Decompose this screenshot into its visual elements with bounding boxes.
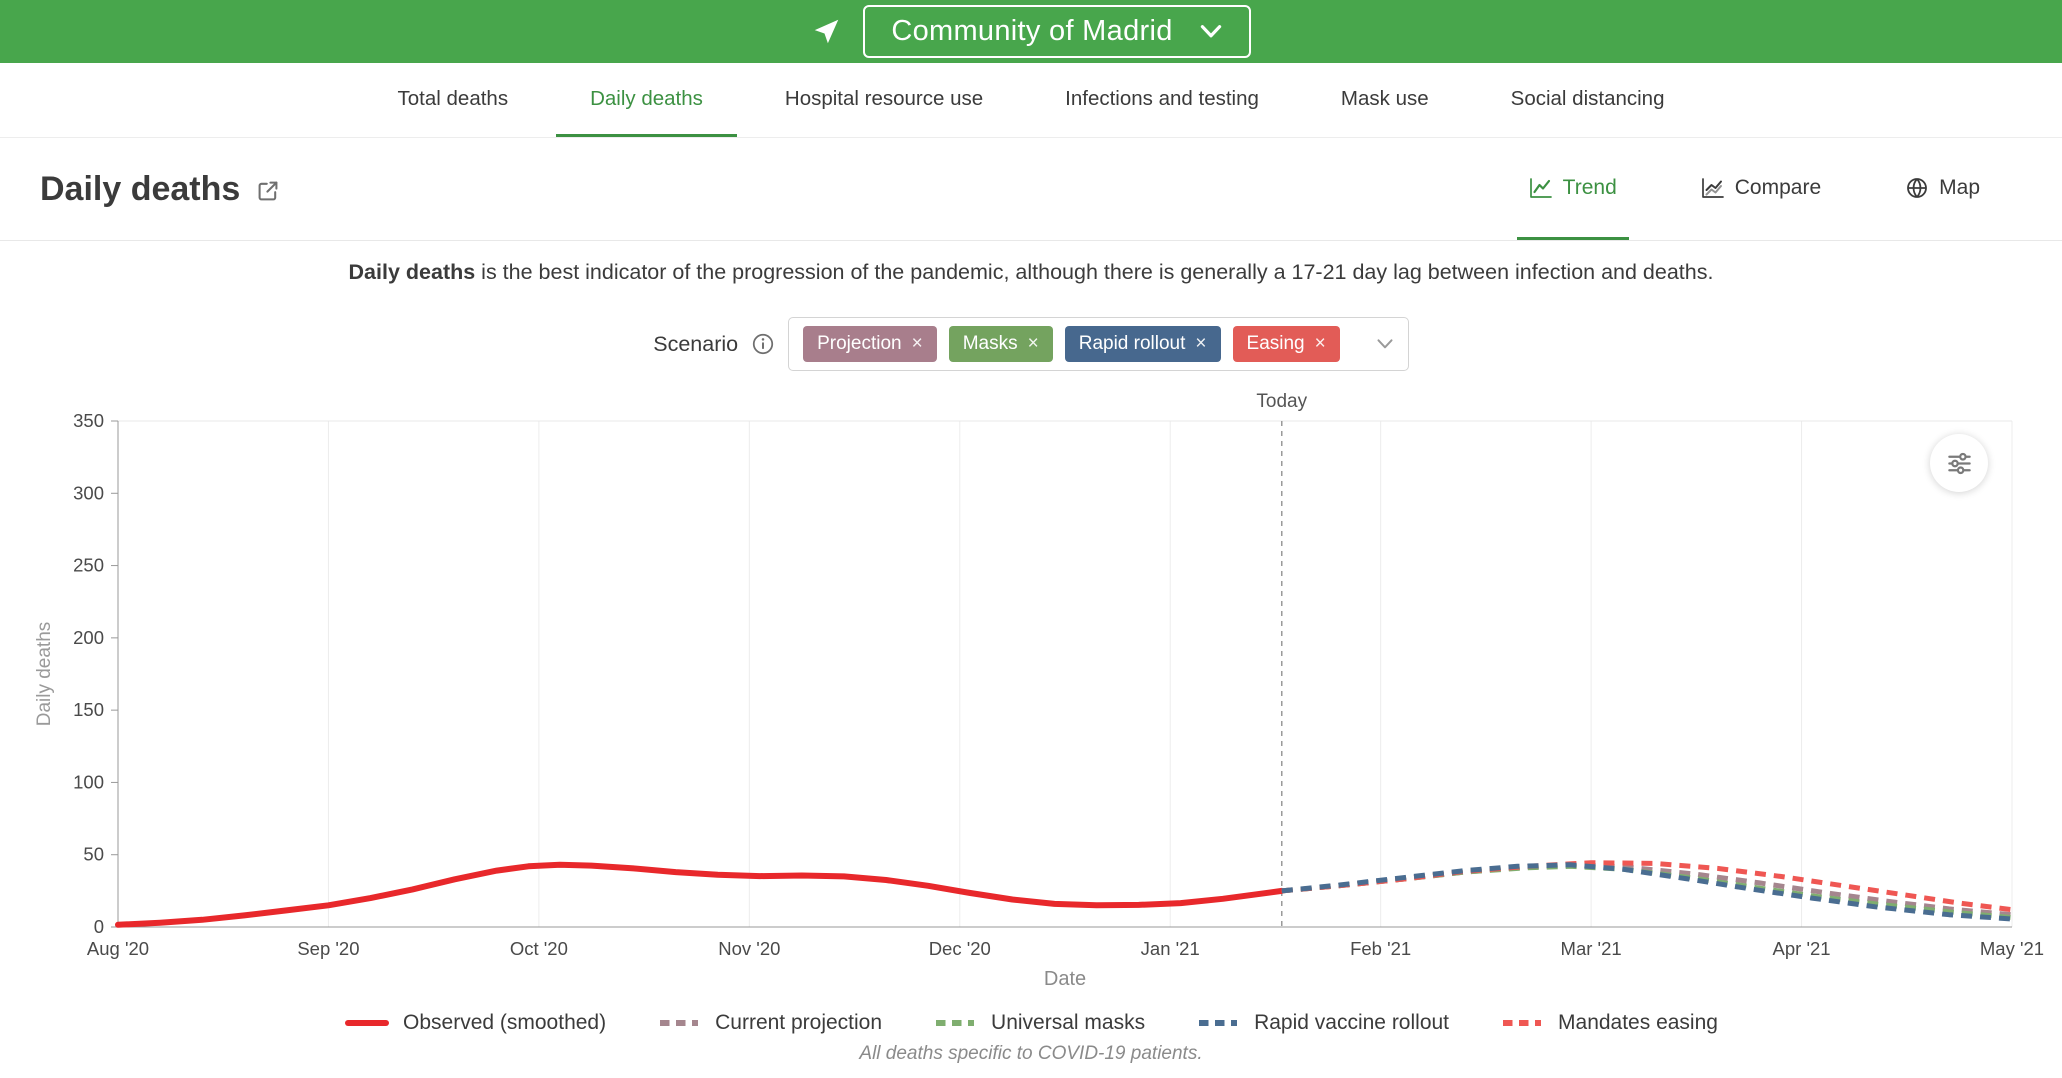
y-tick-label: 200 bbox=[73, 627, 104, 648]
page-title: Daily deaths bbox=[40, 169, 241, 208]
tab-total-deaths[interactable]: Total deaths bbox=[397, 86, 509, 110]
title-row: Daily deaths Trend Compare Map bbox=[0, 138, 2062, 241]
scenario-label: Scenario bbox=[653, 331, 739, 356]
x-tick-label: Dec '20 bbox=[929, 938, 991, 959]
tag-label: Masks bbox=[962, 333, 1018, 354]
legend-item: Mandates easing bbox=[1499, 1011, 1718, 1035]
series-line bbox=[1281, 862, 2013, 922]
view-button-compare[interactable]: Compare bbox=[1689, 138, 1833, 240]
legend-item: Observed (smoothed) bbox=[344, 1011, 606, 1035]
tag-label: Easing bbox=[1246, 333, 1305, 354]
remove-tag-icon[interactable]: × bbox=[1314, 333, 1326, 354]
view-switch: Trend Compare Map bbox=[1516, 138, 1992, 240]
legend-item: Rapid vaccine rollout bbox=[1195, 1011, 1449, 1035]
description-rest: is the best indicator of the progression… bbox=[475, 259, 1714, 284]
legend-swatch bbox=[345, 1020, 390, 1026]
legend-swatch bbox=[1199, 1020, 1238, 1026]
metric-tab-bar: Total deaths Daily deaths Hospital resou… bbox=[0, 63, 2062, 138]
location-selector[interactable]: Community of Madrid bbox=[863, 5, 1251, 58]
metric-description: Daily deaths is the best indicator of th… bbox=[0, 241, 2062, 303]
x-tick-label: Sep '20 bbox=[297, 938, 359, 959]
legend-swatch bbox=[660, 1020, 699, 1026]
y-tick-label: 250 bbox=[73, 555, 104, 576]
view-button-label: Compare bbox=[1734, 175, 1822, 199]
globe-icon bbox=[1905, 176, 1929, 200]
tab-social-distancing[interactable]: Social distancing bbox=[1510, 86, 1665, 110]
tag-label: Projection bbox=[817, 333, 902, 354]
x-tick-label: Mar '21 bbox=[1561, 938, 1622, 959]
scenario-tag-easing[interactable]: Easing × bbox=[1232, 326, 1340, 362]
scenario-row: Scenario Projection × Masks × Rapid rollou… bbox=[0, 303, 2062, 385]
scenario-tag-rapid-rollout[interactable]: Rapid rollout × bbox=[1064, 326, 1221, 362]
x-tick-label: Oct '20 bbox=[510, 938, 568, 959]
legend-swatch bbox=[1503, 1020, 1542, 1026]
legend-label: Current projection bbox=[715, 1011, 883, 1034]
view-button-label: Map bbox=[1939, 175, 1980, 199]
legend-label: Universal masks bbox=[991, 1011, 1146, 1034]
tab-hospital-resource-use[interactable]: Hospital resource use bbox=[784, 86, 984, 110]
legend-label: Observed (smoothed) bbox=[403, 1011, 607, 1034]
compare-chart-icon bbox=[1701, 177, 1725, 199]
view-button-label: Trend bbox=[1562, 175, 1617, 199]
legend-label: Mandates easing bbox=[1558, 1011, 1718, 1034]
today-label: Today bbox=[1256, 391, 1307, 412]
chart-canvas[interactable]: Aug '20 Sep '20 Oct '20 Nov '20 Dec '20 Jan '… bbox=[0, 385, 2062, 1003]
footer-note: All deaths specific to COVID-19 patients… bbox=[859, 1043, 1203, 1064]
y-tick-label: 0 bbox=[94, 916, 104, 937]
series-line bbox=[115, 861, 1285, 928]
x-tick-label: Aug '20 bbox=[87, 938, 149, 959]
daily-deaths-chart[interactable]: Aug '20 Sep '20 Oct '20 Nov '20 Dec '20 Jan '… bbox=[0, 385, 2062, 1003]
legend-swatch bbox=[936, 1020, 975, 1026]
scenario-multiselect[interactable]: Projection × Masks × Rapid rollout × Easing… bbox=[788, 317, 1409, 371]
y-axis-label: Daily deaths bbox=[34, 622, 55, 727]
x-tick-label: Apr '21 bbox=[1773, 938, 1831, 959]
legend-item: Current projection bbox=[656, 1011, 882, 1035]
tag-label: Rapid rollout bbox=[1078, 333, 1186, 354]
chevron-down-icon[interactable] bbox=[1376, 338, 1394, 350]
x-axis-label: Date bbox=[1044, 968, 1086, 990]
x-tick-label: Feb '21 bbox=[1350, 938, 1411, 959]
info-icon[interactable] bbox=[752, 333, 774, 355]
scenario-tag-masks[interactable]: Masks × bbox=[948, 326, 1053, 362]
x-tick-label: May '21 bbox=[1980, 938, 2044, 959]
tab-infections-and-testing[interactable]: Infections and testing bbox=[1065, 86, 1259, 110]
chevron-down-icon bbox=[1199, 24, 1223, 39]
remove-tag-icon[interactable]: × bbox=[1027, 333, 1039, 354]
chart-legend: Observed (smoothed) Current projection Uni… bbox=[0, 1003, 2062, 1043]
y-tick-label: 100 bbox=[73, 771, 104, 792]
legend-item: Universal masks bbox=[932, 1011, 1145, 1035]
remove-tag-icon[interactable]: × bbox=[1195, 333, 1207, 354]
y-tick-label: 50 bbox=[83, 844, 104, 865]
tab-mask-use[interactable]: Mask use bbox=[1340, 86, 1429, 110]
y-tick-label: 300 bbox=[73, 482, 104, 503]
view-button-trend[interactable]: Trend bbox=[1516, 138, 1629, 240]
y-tick-label: 150 bbox=[73, 699, 104, 720]
external-link-icon[interactable] bbox=[256, 179, 280, 203]
view-button-map[interactable]: Map bbox=[1893, 138, 1992, 240]
location-arrow-icon bbox=[811, 17, 841, 47]
tab-daily-deaths[interactable]: Daily deaths bbox=[556, 63, 737, 137]
sliders-icon bbox=[1946, 450, 1973, 477]
remove-tag-icon[interactable]: × bbox=[911, 333, 923, 354]
legend-label: Rapid vaccine rollout bbox=[1254, 1011, 1450, 1034]
chart-settings-button[interactable] bbox=[1930, 434, 1988, 492]
y-tick-label: 350 bbox=[73, 410, 104, 431]
x-tick-label: Nov '20 bbox=[718, 938, 780, 959]
trend-chart-icon bbox=[1529, 177, 1553, 199]
app-header: Community of Madrid bbox=[0, 0, 2062, 63]
description-lead: Daily deaths bbox=[348, 259, 476, 284]
x-tick-label: Jan '21 bbox=[1141, 938, 1200, 959]
location-label: Community of Madrid bbox=[891, 15, 1173, 47]
scenario-tag-projection[interactable]: Projection × bbox=[803, 326, 937, 362]
